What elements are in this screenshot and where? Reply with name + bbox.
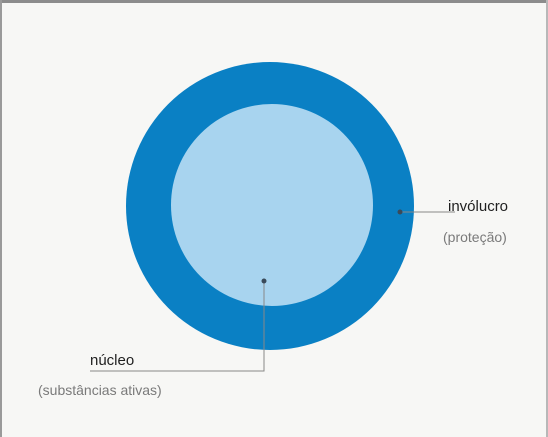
inner-core-marker	[261, 278, 267, 284]
frame-border-right	[546, 0, 548, 437]
outer-shell-marker	[397, 209, 403, 215]
inner-core-circle	[171, 104, 373, 306]
inner-core-leader-line	[90, 281, 265, 372]
outer-shell-label: invólucro	[448, 198, 509, 215]
inner-core-sublabel: (substâncias ativas)	[38, 382, 162, 398]
outer-shell-sublabel: (proteção)	[443, 229, 507, 245]
frame-border-top	[0, 0, 548, 3]
frame-border-left	[0, 0, 2, 437]
inner-core-label: núcleo	[90, 352, 135, 369]
